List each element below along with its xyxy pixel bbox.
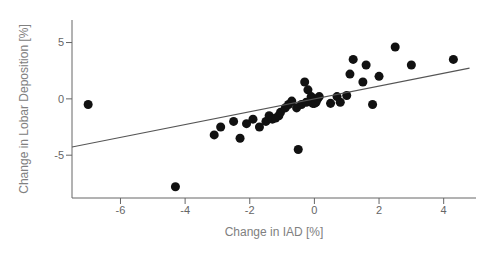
- svg-text:0: 0: [58, 93, 64, 105]
- svg-text:-5: -5: [54, 149, 64, 161]
- svg-text:0: 0: [311, 204, 317, 216]
- svg-text:-6: -6: [116, 204, 126, 216]
- svg-text:2: 2: [376, 204, 382, 216]
- svg-text:Change in Lobar Deposition [%]: Change in Lobar Deposition [%]: [17, 24, 31, 193]
- svg-text:4: 4: [441, 204, 447, 216]
- svg-text:5: 5: [58, 36, 64, 48]
- svg-text:-4: -4: [180, 204, 190, 216]
- svg-text:-2: -2: [245, 204, 255, 216]
- svg-text:Change in IAD [%]: Change in IAD [%]: [225, 225, 324, 239]
